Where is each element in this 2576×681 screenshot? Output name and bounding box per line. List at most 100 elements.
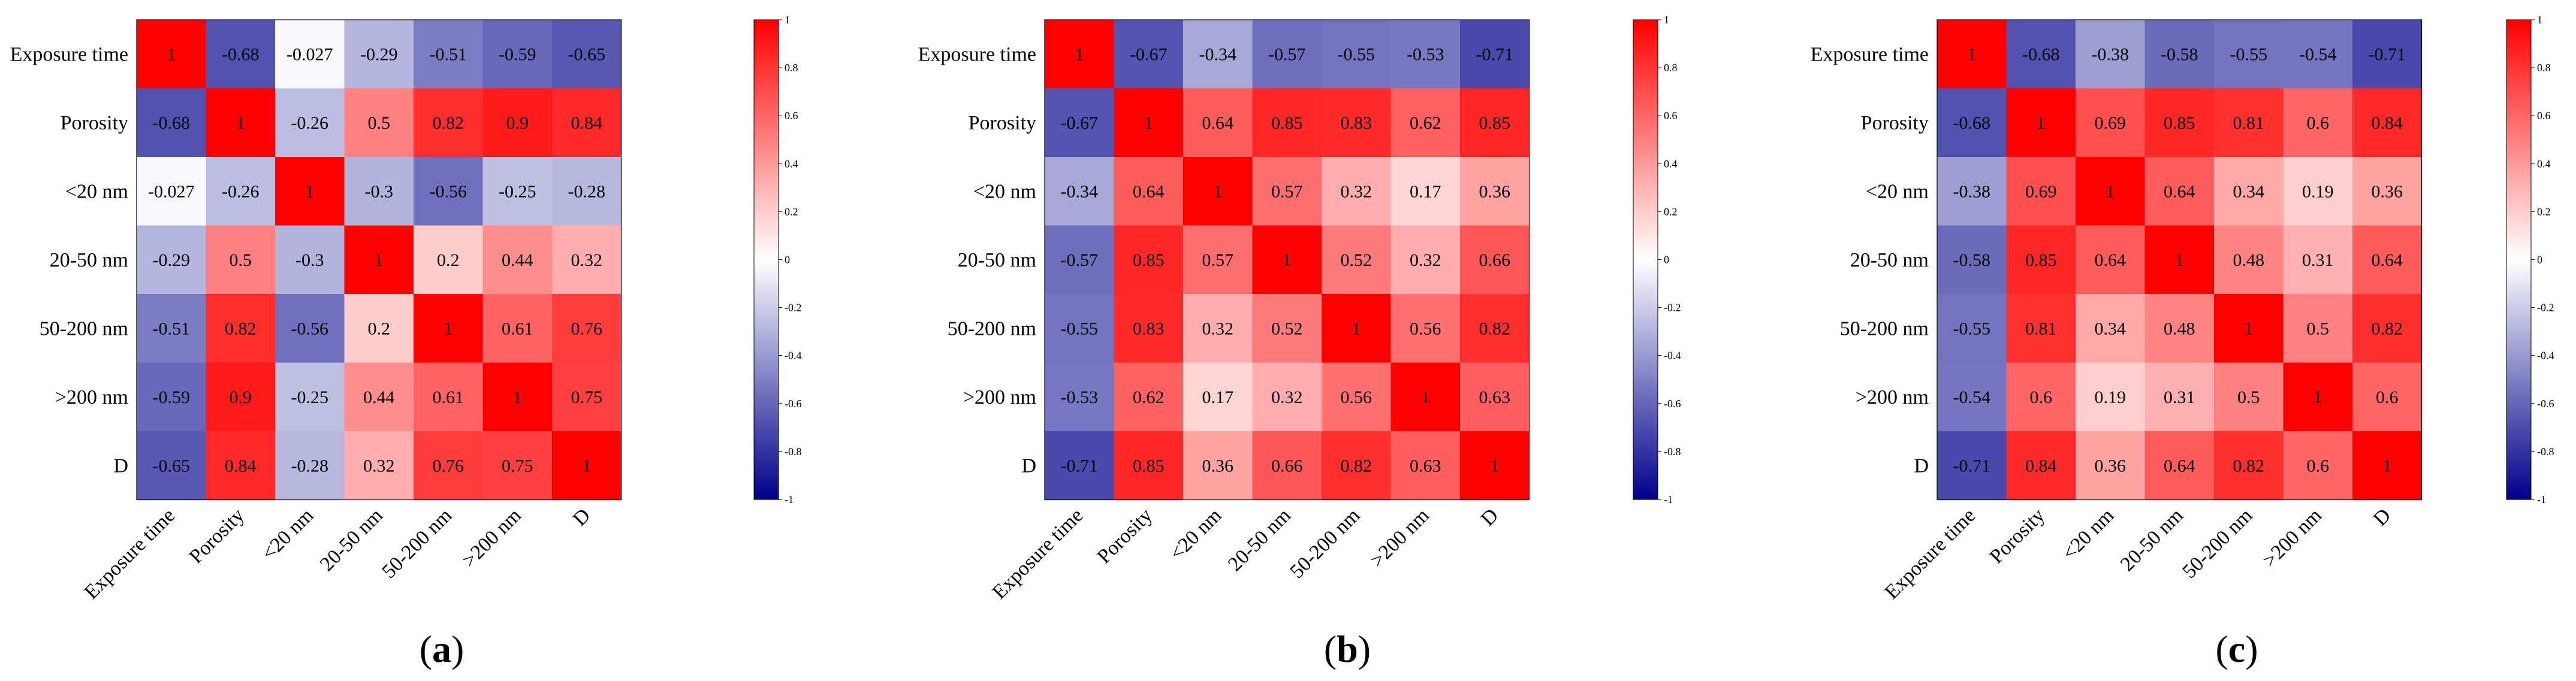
cell-value-label: 0.31 (2302, 250, 2334, 270)
row-label: 20-50 nm (1850, 249, 1929, 271)
cell-value-label: 0.5 (2307, 319, 2330, 338)
row-label: Porosity (61, 112, 128, 134)
row-label: Porosity (969, 112, 1036, 134)
cell-value-label: 1 (236, 113, 245, 133)
cell-value-label: 0.82 (225, 319, 257, 338)
cell-value-label: 1 (1421, 388, 1430, 407)
heatmap-cell (344, 88, 414, 158)
cell-value-label: 0.64 (1133, 181, 1165, 201)
colorbar-tick-label: -1 (1664, 494, 1673, 506)
heatmap-cell (275, 88, 345, 158)
row-label: >200 nm (55, 386, 128, 408)
column-label: D (1477, 504, 1503, 531)
cell-value-label: -0.58 (1953, 250, 1991, 270)
heatmap-cell (137, 294, 207, 364)
colorbar-tick-label: 0.4 (1664, 158, 1678, 170)
cell-value-label: -0.55 (1953, 319, 1991, 338)
heatmap-cell (1114, 225, 1184, 295)
column-label: 50-200 nm (378, 504, 456, 583)
cell-value-label: 1 (1213, 181, 1222, 201)
cell-value-label: -0.71 (1061, 456, 1099, 476)
cell-value-label: 0.64 (2372, 250, 2403, 270)
row-label: >200 nm (1856, 386, 1929, 408)
heatmap-cell (1460, 157, 1530, 226)
heatmap-cell (2352, 225, 2423, 295)
cell-value-label: 0.85 (1133, 456, 1165, 476)
heatmap-cell (344, 294, 414, 364)
heatmap-cell (1322, 88, 1392, 158)
column-label: >200 nm (458, 504, 526, 572)
heatmap-cell (1937, 20, 2007, 89)
cell-value-label: 0.9 (230, 388, 252, 407)
heatmap-cell (1252, 225, 1322, 295)
heatmap-cell (552, 294, 622, 364)
heatmap-cell (137, 225, 207, 295)
heatmap-cell (414, 225, 484, 295)
colorbar-tick-label: -0.4 (1664, 350, 1681, 362)
cell-value-label: 0.44 (363, 388, 395, 407)
heatmap-cell (1390, 294, 1461, 364)
cell-value-label: -0.027 (148, 181, 195, 201)
heatmap-cell (1114, 362, 1184, 432)
cell-value-label: -0.25 (291, 388, 329, 407)
heatmap-cell (552, 362, 622, 432)
heatmap-cell (2283, 88, 2353, 158)
heatmap-cell (2352, 20, 2423, 89)
heatmap-cell (2214, 157, 2284, 226)
colorbar-tick-label: -0.6 (1664, 398, 1681, 410)
colorbar-tick-label: 0.4 (785, 158, 798, 170)
heatmap-cell (1183, 20, 1253, 89)
heatmap-panel-b: 1 -0.67 -0.34 -0.57 -0.55 -0.53 -0.71 -0.67 1 0.6… (918, 14, 1681, 670)
column-label: D (569, 504, 595, 531)
cell-value-label: 0.57 (1271, 181, 1303, 201)
cell-value-label: 1 (1352, 319, 1361, 338)
heatmap-cell (1114, 20, 1184, 89)
cell-value-label: 0.32 (571, 250, 603, 270)
heatmap-cell (2144, 157, 2215, 226)
cell-value-label: 1 (167, 44, 176, 64)
heatmap-cell (2283, 157, 2353, 226)
cell-value-label: 0.63 (1410, 456, 1441, 476)
column-label: Porosity (185, 504, 249, 568)
cell-value-label: -0.29 (153, 250, 191, 270)
row-label: D (113, 455, 128, 477)
colorbar-tick-label: 0 (1664, 254, 1669, 266)
heatmap-cell (344, 431, 414, 501)
heatmap-cell (1183, 294, 1253, 364)
column-label: Porosity (1986, 504, 2049, 568)
heatmap-cell (1114, 431, 1184, 501)
colorbar-tick-label: 0 (785, 254, 790, 266)
cell-value-label: 1 (2244, 319, 2253, 338)
cell-value-label: 0.81 (2025, 319, 2057, 338)
heatmap-cell (2006, 362, 2076, 432)
column-label: D (2369, 504, 2396, 531)
cell-value-label: -0.34 (1199, 44, 1237, 64)
cell-value-label: 0.6 (2376, 388, 2399, 407)
heatmap-cell (2006, 225, 2076, 295)
column-label: Exposure time (1881, 504, 1980, 604)
heatmap-cell (2283, 431, 2353, 501)
heatmap-cell (1252, 20, 1322, 89)
row-label: >200 nm (963, 386, 1036, 408)
cell-value-label: 0.83 (1133, 319, 1165, 338)
heatmap-cell (1183, 225, 1253, 295)
heatmap-cell (344, 157, 414, 226)
colorbar-tick-label: 0.2 (1664, 205, 1678, 217)
heatmap-frame (1044, 19, 1530, 501)
heatmap-cell (482, 88, 553, 158)
cell-value-label: -0.57 (1268, 44, 1306, 64)
cell-value-label: 0.82 (2233, 456, 2265, 476)
heatmap-cell (344, 225, 414, 295)
heatmap-cell (137, 362, 207, 432)
column-label: >200 nm (1366, 504, 1434, 572)
heatmap-cell (206, 157, 276, 226)
colorbar-tick-label: -0.2 (2537, 302, 2554, 314)
heatmap-cell (2214, 225, 2284, 295)
cell-value-label: -0.59 (499, 44, 536, 64)
cell-value-label: 0.6 (2307, 456, 2330, 476)
heatmap-cell (2006, 157, 2076, 226)
heatmap-cell (1460, 362, 1530, 432)
cell-value-label: -0.67 (1130, 44, 1168, 64)
row-label: <20 nm (65, 180, 128, 202)
column-label: Exposure time (80, 504, 180, 604)
